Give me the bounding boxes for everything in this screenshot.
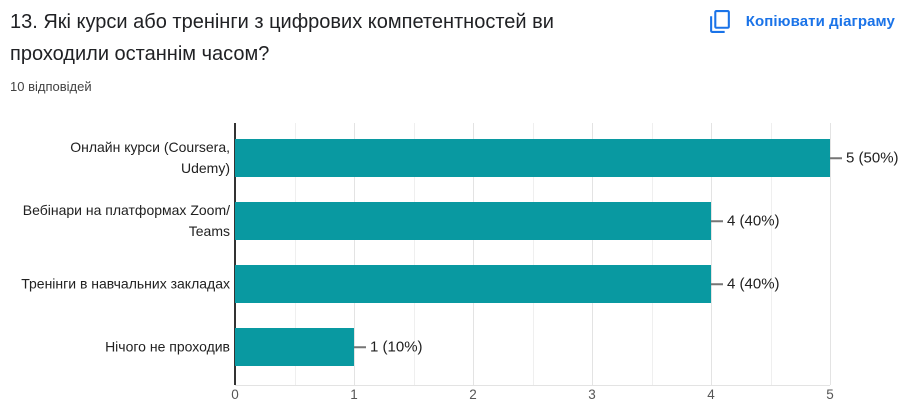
bar-value-leader xyxy=(830,157,842,159)
copy-chart-button[interactable]: Копіювати діаграму xyxy=(700,3,903,40)
bar-value-leader xyxy=(711,220,723,222)
gridline xyxy=(295,123,296,385)
category-label: Тренінги в навчальних закладах xyxy=(21,275,230,292)
x-tick-label: 3 xyxy=(588,387,596,402)
category-label: Нічого не проходив xyxy=(105,338,230,355)
gridline xyxy=(771,123,772,385)
content-copy-icon xyxy=(708,9,733,34)
x-tick-label: 2 xyxy=(469,387,477,402)
bar-value-leader xyxy=(711,283,723,285)
x-tick-label: 5 xyxy=(826,387,834,402)
y-axis-line xyxy=(234,123,236,385)
gridline xyxy=(473,123,474,385)
question-title: 13. Які курси або тренінги з цифрових ко… xyxy=(10,11,554,65)
gridline xyxy=(533,123,534,385)
gridline xyxy=(711,123,712,385)
gridline xyxy=(830,123,831,385)
bar xyxy=(235,139,830,177)
copy-chart-button-label: Копіювати діаграму xyxy=(745,13,895,30)
plot-bottom-border xyxy=(235,385,830,386)
x-tick-label: 4 xyxy=(707,387,715,402)
plot-area: 5 (50%) 4 (40%) 4 (40%) 1 (10%) xyxy=(234,123,899,386)
bar xyxy=(235,202,711,240)
responses-count: 10 відповідей xyxy=(10,79,92,94)
x-tick-label: 1 xyxy=(350,387,358,402)
bar xyxy=(235,328,354,366)
bar-value-label: 4 (40%) xyxy=(727,275,780,293)
bar-value-leader xyxy=(354,346,366,348)
x-tick-label: 0 xyxy=(231,387,239,402)
bar-value-label: 4 (40%) xyxy=(727,212,780,230)
gridline xyxy=(652,123,653,385)
gridline xyxy=(414,123,415,385)
category-label: Вебінари на платформах Zoom/ Teams xyxy=(22,202,230,239)
gridline xyxy=(592,123,593,385)
bar-value-label: 1 (10%) xyxy=(370,338,423,356)
gridline xyxy=(354,123,355,385)
bar-value-label: 5 (50%) xyxy=(846,149,899,167)
category-label: Онлайн курси (Coursera, Udemy) xyxy=(70,139,230,176)
bar xyxy=(235,265,711,303)
